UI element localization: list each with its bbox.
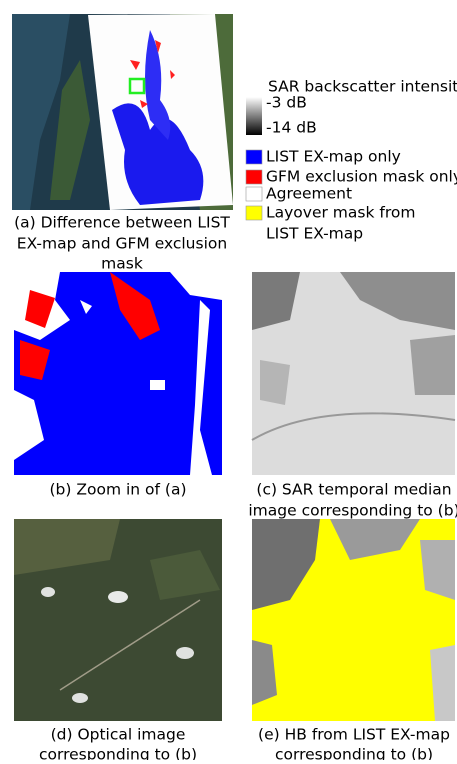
caption: (c) SAR temporal median [256,481,451,499]
panel-b-image [14,272,222,475]
panel-e-image [252,519,455,721]
legend-label: GFM exclusion mask only [266,168,457,186]
legend-swatch [246,150,262,164]
figure: (a) Difference between LIST EX-map and G… [0,0,457,760]
legend: LIST EX-map only GFM exclusion mask onlyA… [246,148,457,243]
caption: corresponding to (b) [275,746,433,761]
caption: mask [101,255,143,273]
gray-scale-bar [246,97,262,135]
panel-a-image [12,14,233,210]
caption: EX-map and GFM exclusion [17,235,227,253]
legend-label: Layover mask from [266,204,415,222]
caption: image corresponding to (b) [248,502,457,520]
legend-swatch [246,187,262,201]
panel-c-image [252,272,455,475]
legend-label: LIST EX-map [266,225,363,243]
legend-swatch [246,170,262,184]
scale-label: -3 dB [266,94,307,112]
caption: (b) Zoom in of (a) [50,481,187,499]
caption: (a) Difference between LIST [14,214,230,232]
caption: (e) HB from LIST EX-map [258,726,450,744]
panel-d-image [14,519,222,721]
legend-label: Agreement [266,185,352,203]
caption: (d) Optical image [51,726,186,744]
legend-swatch [246,206,262,220]
legend-label: LIST EX-map only [266,148,401,166]
scale-label: -14 dB [266,119,317,137]
caption: corresponding to (b) [39,746,197,761]
